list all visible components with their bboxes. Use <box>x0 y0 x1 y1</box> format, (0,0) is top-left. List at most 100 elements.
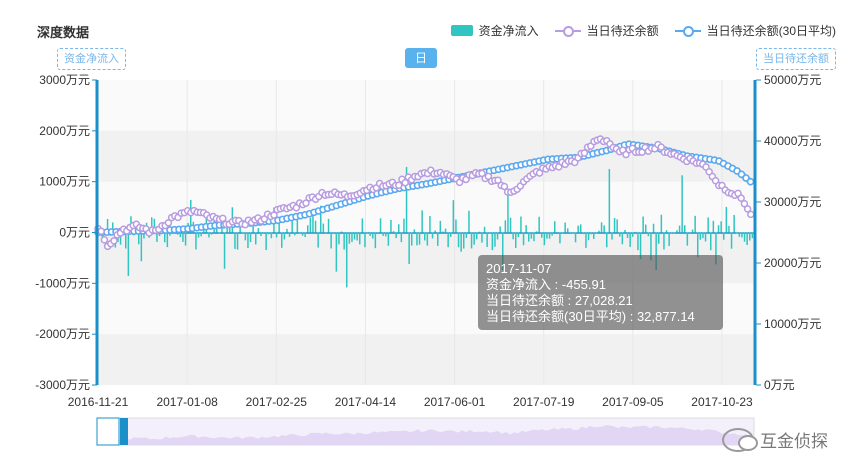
balance-point <box>484 172 493 181</box>
net-inflow-bar <box>452 200 455 233</box>
net-inflow-bar <box>288 232 291 237</box>
net-inflow-bar <box>535 231 538 233</box>
legend-item-balance[interactable]: 当日待还余额 <box>554 22 659 39</box>
net-inflow-bar <box>481 232 483 243</box>
left-tick-label: -2000万元 <box>35 327 90 341</box>
net-inflow-bar <box>405 166 408 233</box>
net-inflow-bar <box>301 232 304 236</box>
net-inflow-bar <box>676 230 678 233</box>
net-inflow-bar <box>577 225 579 233</box>
net-inflow-bar <box>704 232 707 242</box>
net-inflow-bar <box>673 232 676 234</box>
net-inflow-bar <box>652 223 655 233</box>
right-tick-label: 10000万元 <box>764 317 821 331</box>
legend: 资金净流入 当日待还余额 当日待还余额(30日平均) <box>450 22 836 39</box>
legend-item-net-inflow[interactable]: 资金净流入 <box>450 22 539 39</box>
net-inflow-bar <box>502 232 504 270</box>
net-inflow-bar <box>164 232 166 243</box>
net-inflow-bar <box>699 232 702 240</box>
net-inflow-bar <box>460 232 462 252</box>
net-inflow-bar <box>343 232 345 250</box>
x-tick-label: 2017-09-05 <box>602 395 664 409</box>
net-inflow-bar <box>595 232 598 234</box>
net-inflow-bar <box>580 224 582 233</box>
net-inflow-bar <box>119 232 122 245</box>
tooltip-date: 2017-11-07 <box>486 261 552 276</box>
net-inflow-bar <box>382 232 384 236</box>
net-inflow-bar <box>247 232 249 249</box>
net-inflow-bar <box>600 222 603 233</box>
net-inflow-bar <box>278 218 280 233</box>
period-day-button[interactable]: 日 <box>405 48 437 68</box>
balance-point <box>110 237 118 245</box>
line-swatch-icon <box>554 25 581 37</box>
net-inflow-bar <box>424 232 426 241</box>
net-inflow-bar <box>455 219 457 233</box>
net-inflow-bar <box>138 232 140 245</box>
net-inflow-bar <box>374 232 377 249</box>
balance-point <box>580 149 589 157</box>
balance-axis-toggle[interactable]: 当日待还余额 <box>756 48 836 70</box>
net-inflow-bar <box>639 232 642 260</box>
net-inflow-bar <box>522 232 525 246</box>
net-inflow-bar <box>426 232 429 246</box>
net-inflow-bar <box>348 232 351 244</box>
balance-point <box>219 214 227 223</box>
net-inflow-bar <box>359 232 361 245</box>
balance-point <box>743 205 752 213</box>
net-inflow-bar <box>717 225 720 233</box>
net-inflow-bar <box>468 210 470 233</box>
net-inflow-bar <box>312 215 314 233</box>
net-inflow-bar <box>223 232 226 269</box>
balance-point <box>302 199 310 207</box>
net-inflow-bar <box>658 232 660 244</box>
net-inflow-bar <box>491 232 494 251</box>
net-inflow-bar <box>143 232 145 239</box>
net-inflow-bar <box>619 232 621 237</box>
net-inflow-bar <box>182 232 184 242</box>
net-inflow-bar <box>751 232 754 239</box>
net-inflow-bar <box>208 232 210 238</box>
balance-point <box>737 194 745 202</box>
net-inflow-bar <box>684 225 686 233</box>
net-inflow-bar <box>520 216 522 233</box>
net-inflow-bar <box>447 232 449 248</box>
zoom-handle-grip[interactable] <box>120 418 128 445</box>
net-inflow-bar <box>351 232 353 243</box>
net-inflow-bar <box>268 232 270 235</box>
net-inflow-bar <box>650 232 652 261</box>
net-inflow-bar <box>741 232 743 238</box>
right-tick-label: 20000万元 <box>764 256 821 270</box>
net-inflow-bar <box>242 232 244 234</box>
net-inflow-axis-toggle[interactable]: 资金净流入 <box>57 48 126 70</box>
net-inflow-bar <box>431 232 434 239</box>
net-inflow-bar <box>335 232 338 272</box>
legend-item-avg[interactable]: 当日待还余额(30日平均) <box>674 22 836 39</box>
net-inflow-bar <box>379 218 382 233</box>
net-inflow-bar <box>265 232 267 250</box>
balance-point <box>164 219 173 227</box>
net-inflow-bar <box>125 232 127 249</box>
net-inflow-bar <box>738 232 741 237</box>
net-inflow-bar <box>598 230 600 233</box>
left-tick-label: 3000万元 <box>39 73 90 87</box>
net-inflow-bar <box>200 232 202 237</box>
net-inflow-bar <box>629 232 631 248</box>
net-inflow-bar <box>548 232 551 239</box>
net-inflow-bar <box>606 232 608 248</box>
net-inflow-bar <box>413 229 416 233</box>
net-inflow-bar <box>689 232 691 234</box>
balance-point <box>270 211 278 219</box>
net-inflow-bar <box>392 231 395 233</box>
balance-point <box>97 227 105 235</box>
zoom-handle-left[interactable] <box>96 417 120 446</box>
net-inflow-bar <box>385 232 387 237</box>
right-tick-label: 30000万元 <box>764 195 821 209</box>
wechat-icon <box>722 427 758 452</box>
net-inflow-bar <box>418 232 421 245</box>
net-inflow-bar <box>457 232 460 248</box>
net-inflow-bar <box>400 232 403 243</box>
legend-label-avg: 当日待还余额(30日平均) <box>706 24 836 38</box>
net-inflow-bar <box>304 232 306 238</box>
net-inflow-bar <box>483 226 486 233</box>
